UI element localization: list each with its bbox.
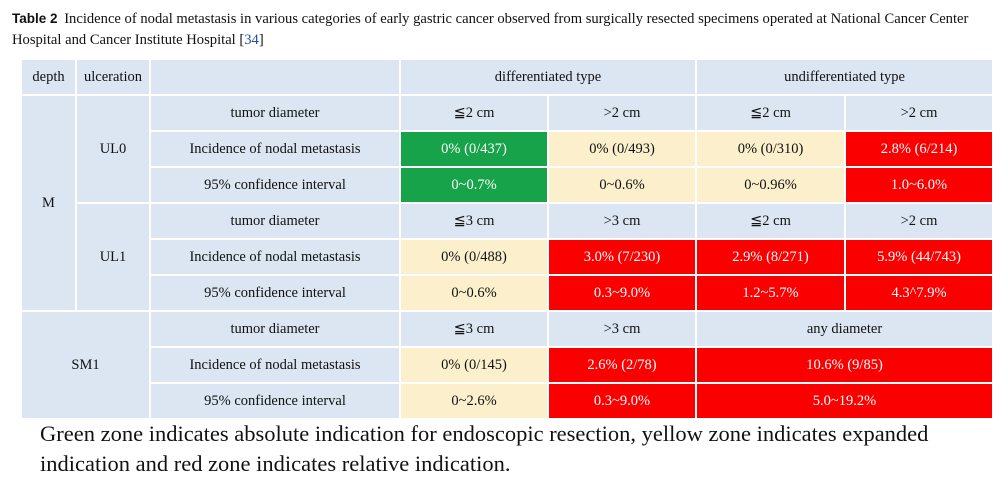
table-row-ul0-diameter: M UL0 tumor diameter ≦2 cm >2 cm ≦2 cm >… [20,94,995,312]
table-cell-yellow: 0~2.6% [399,382,549,420]
table-row-ul1-ci: 95% confidence interval 0~0.6% 0.3~9.0% … [21,274,995,312]
row-label: tumor diameter [149,310,401,348]
table-cell-red: 4.3^7.9% [844,274,995,312]
table-cell-yellow: 0% (0/310) [695,130,847,168]
table-cell-yellow: 0% (0/488) [399,238,549,276]
table-label: Table 2 [12,11,58,26]
table-row-sm1-diameter: SM1 tumor diameter ≦3 cm >3 cm any diame… [20,310,995,420]
table-cell: ≦2 cm [695,202,847,240]
row-label: Incidence of nodal metastasis [149,238,401,276]
table-cell-red: 0.3~9.0% [546,382,698,420]
row-label: tumor diameter [149,94,401,132]
table-row-ul1-incidence: Incidence of nodal metastasis 0% (0/488)… [21,238,995,276]
table-cell: ≦3 cm [399,202,549,240]
row-label: 95% confidence interval [149,166,401,204]
header-blank [149,58,401,96]
table-cell: any diameter [695,310,995,348]
table-cell-red: 1.0~6.0% [844,166,995,204]
table-cell-red: 2.8% (6/214) [844,130,995,168]
table-cell: ≦3 cm [399,310,549,348]
table-cell-yellow: 0~0.96% [695,166,847,204]
table-cell: ≦2 cm [695,94,847,132]
table-caption: Table 2 Incidence of nodal metastasis in… [12,8,1002,51]
row-label: tumor diameter [149,202,401,240]
table-cell-red: 1.2~5.7% [695,274,847,312]
table-cell: ≦2 cm [399,94,549,132]
header-undifferentiated: undifferentiated type [695,58,995,96]
table-cell-green: 0~0.7% [399,166,549,204]
ulceration-ul0: UL0 [75,94,151,204]
table-cell-red: 2.6% (2/78) [546,346,698,384]
caption-close-bracket: ] [258,32,264,48]
caption-text: Incidence of nodal metastasis in various… [12,11,969,48]
depth-m: M [20,94,77,312]
table-cell: >2 cm [844,202,995,240]
nodal-metastasis-table: depth ulceration differentiated type und… [20,58,995,420]
table-cell: >2 cm [546,94,698,132]
table-cell: >3 cm [546,310,698,348]
row-label: Incidence of nodal metastasis [149,130,401,168]
row-label: Incidence of nodal metastasis [149,346,401,384]
table-cell-yellow: 0~0.6% [399,274,549,312]
table-row-sm1-ci: 95% confidence interval 0~2.6% 0.3~9.0% … [21,382,995,420]
table-row-ul0-ci: 95% confidence interval 0~0.7% 0~0.6% 0~… [21,166,995,204]
table-cell-green: 0% (0/437) [399,130,549,168]
table-cell-red: 2.9% (8/271) [695,238,847,276]
table-cell-red: 3.0% (7/230) [546,238,698,276]
table-cell-red: 5.9% (44/743) [844,238,995,276]
depth-sm1: SM1 [20,310,151,420]
table-cell-yellow: 0~0.6% [546,166,698,204]
header-differentiated: differentiated type [398,58,698,96]
table-cell: >2 cm [844,94,995,132]
table-cell: >3 cm [546,202,698,240]
row-label: 95% confidence interval [149,382,401,420]
table-cell-yellow: 0% (0/493) [546,130,698,168]
table-row-sm1-incidence: Incidence of nodal metastasis 0% (0/145)… [21,346,995,384]
legend-note: Green zone indicates absolute indication… [40,421,929,476]
table-cell-yellow: 0% (0/145) [399,346,549,384]
header-ulceration: ulceration [75,58,151,96]
table-cell-red: 5.0~19.2% [695,382,995,420]
header-row: depth ulceration differentiated type und… [20,58,995,96]
ulceration-ul1: UL1 [75,202,151,312]
table-cell-red: 10.6% (9/85) [695,346,995,384]
table-row-ul1-diameter: UL1 tumor diameter ≦3 cm >3 cm ≦2 cm >2 … [21,202,995,312]
table-cell-red: 0.3~9.0% [546,274,698,312]
header-depth: depth [20,58,77,96]
reference-link[interactable]: 34 [244,32,259,48]
table-row-ul0-incidence: Incidence of nodal metastasis 0% (0/437)… [21,130,995,168]
row-label: 95% confidence interval [149,274,401,312]
